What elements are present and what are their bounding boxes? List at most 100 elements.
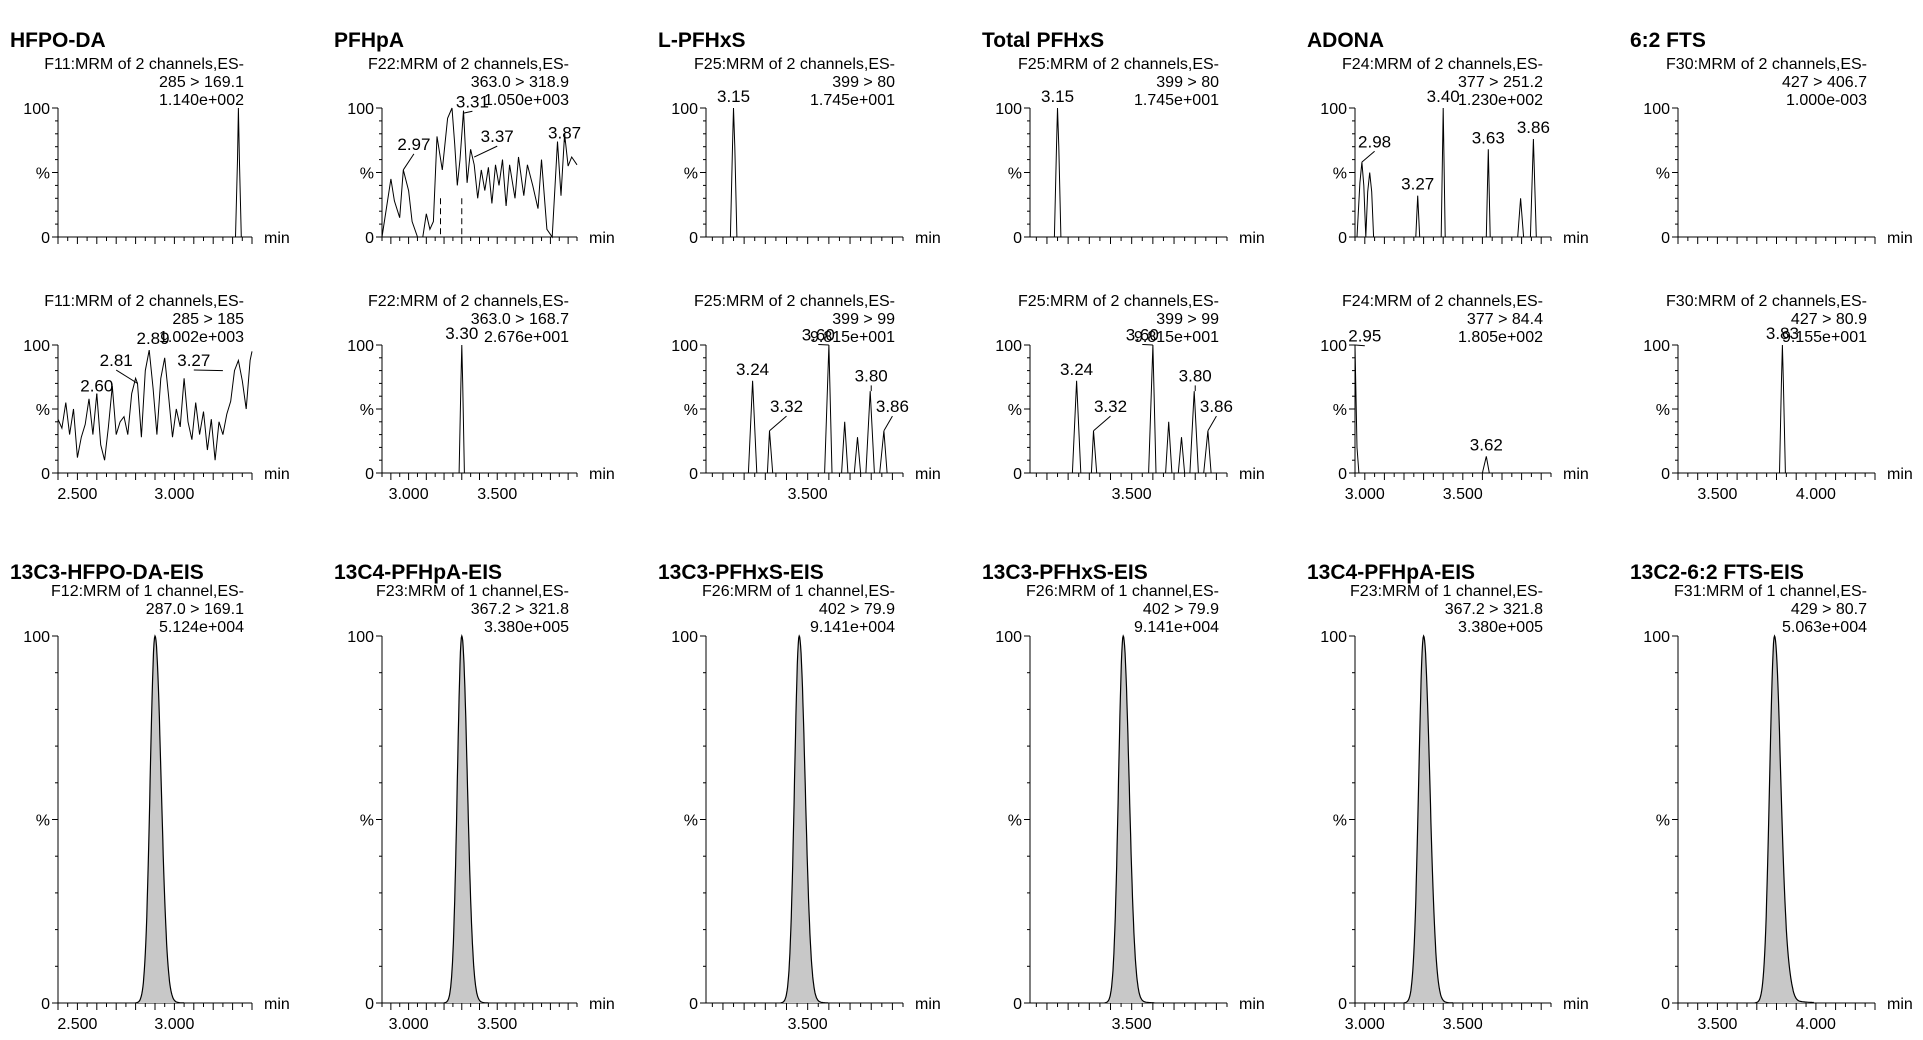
x-tick-label: 3.000 [1345, 1016, 1385, 1033]
y-label-100: 100 [995, 338, 1022, 355]
y-label-percent: % [36, 813, 50, 830]
peak-label: 3.32 [770, 397, 803, 416]
x-tick-label: 3.500 [1112, 1016, 1152, 1033]
chromatogram-panel: HFPO-DA F11:MRM of 2 channels,ES-285 > 16… [10, 29, 290, 247]
intensity-label: 1.805e+002 [1458, 329, 1543, 346]
intensity-label: 9.815e+001 [1134, 329, 1219, 346]
transition-label: 399 > 99 [832, 311, 895, 328]
x-unit-label: min [1563, 466, 1589, 483]
y-label-100: 100 [1320, 629, 1347, 646]
intensity-label: 1.745e+001 [810, 92, 895, 109]
channel-label: F31:MRM of 1 channel,ES- [1674, 583, 1867, 600]
x-unit-label: min [915, 466, 941, 483]
channel-label: F26:MRM of 1 channel,ES- [702, 583, 895, 600]
y-label-100: 100 [347, 338, 374, 355]
x-tick-label: 2.500 [57, 1016, 97, 1033]
panel-title: L-PFHxS [658, 29, 746, 52]
channel-label: F22:MRM of 2 channels,ES- [368, 293, 569, 310]
y-label-100: 100 [1643, 629, 1670, 646]
x-unit-label: min [1239, 996, 1265, 1013]
transition-label: 377 > 251.2 [1458, 74, 1543, 91]
chromatogram-trace [1104, 634, 1155, 1004]
x-tick-label: 4.000 [1796, 1016, 1836, 1033]
y-label-percent: % [684, 166, 698, 183]
transition-label: 399 > 99 [1156, 311, 1219, 328]
transition-label: 363.0 > 168.7 [471, 311, 569, 328]
chromatogram-trace [1030, 344, 1227, 474]
x-tick-label: 3.000 [154, 486, 194, 503]
channel-label: F11:MRM of 2 channels,ES- [44, 293, 244, 310]
y-label-100: 100 [671, 101, 698, 118]
chromatogram-trace [382, 344, 577, 474]
transition-label: 377 > 84.4 [1467, 311, 1543, 328]
chromatogram-panel: F25:MRM of 2 channels,ES-399 > 999.815e+… [671, 293, 940, 503]
y-label-0: 0 [365, 996, 374, 1013]
chromatogram-panel: F30:MRM of 2 channels,ES-427 > 80.99.155… [1643, 293, 1912, 503]
peak-area-fill [444, 636, 489, 1003]
y-label-percent: % [1656, 402, 1670, 419]
transition-label: 363.0 > 318.9 [471, 74, 569, 91]
intensity-label: 1.000e-003 [1786, 92, 1867, 109]
chromatogram-trace [57, 350, 253, 461]
channel-label: F24:MRM of 2 channels,ES- [1342, 56, 1543, 73]
peak-label: 3.31 [456, 92, 489, 111]
y-label-100: 100 [23, 629, 50, 646]
x-tick-label: 3.500 [477, 1016, 517, 1033]
channel-label: F23:MRM of 1 channel,ES- [1350, 583, 1543, 600]
chromatogram-trace [135, 634, 185, 1004]
x-unit-label: min [589, 996, 615, 1013]
x-unit-label: min [1239, 466, 1265, 483]
x-unit-label: min [915, 230, 941, 247]
peak-label: 3.63 [1472, 128, 1505, 147]
peak-leader-line [769, 415, 787, 432]
chromatogram-trace [1030, 107, 1227, 238]
peak-label: 3.37 [481, 127, 514, 146]
intensity-label: 2.676e+001 [484, 329, 569, 346]
chromatogram-panel: F25:MRM of 2 channels,ES-399 > 999.815e+… [995, 293, 1264, 503]
panel-title: 13C3-HFPO-DA-EIS [10, 561, 204, 584]
chromatogram-panel: F24:MRM of 2 channels,ES-377 > 84.41.805… [1320, 293, 1588, 503]
y-label-100: 100 [23, 338, 50, 355]
intensity-label: 5.063e+004 [1782, 619, 1867, 636]
y-label-100: 100 [23, 101, 50, 118]
x-unit-label: min [1239, 230, 1265, 247]
y-label-0: 0 [1661, 996, 1670, 1013]
peak-area-fill [1404, 636, 1453, 1003]
transition-label: 285 > 185 [172, 311, 244, 328]
chromatogram-panel: F22:MRM of 2 channels,ES-363.0 > 168.72.… [347, 293, 614, 503]
peak-label: 3.83 [1766, 324, 1799, 343]
y-label-percent: % [36, 166, 50, 183]
panel-title: HFPO-DA [10, 29, 106, 52]
transition-label: 429 > 80.7 [1791, 601, 1867, 618]
y-label-percent: % [684, 813, 698, 830]
peak-label: 3.15 [717, 87, 750, 106]
channel-label: F25:MRM of 2 channels,ES- [1018, 56, 1219, 73]
chromatogram-trace [1678, 344, 1875, 474]
transition-label: 402 > 79.9 [1143, 601, 1219, 618]
x-unit-label: min [1563, 230, 1589, 247]
y-label-0: 0 [1338, 466, 1347, 483]
y-label-0: 0 [1338, 996, 1347, 1013]
peak-leader-line [473, 145, 498, 158]
peak-label: 3.80 [1179, 366, 1212, 385]
transition-label: 427 > 80.9 [1791, 311, 1867, 328]
channel-label: F25:MRM of 2 channels,ES- [1018, 293, 1219, 310]
y-label-0: 0 [365, 230, 374, 247]
y-label-percent: % [1333, 402, 1347, 419]
y-label-0: 0 [689, 230, 698, 247]
y-label-0: 0 [1013, 996, 1022, 1013]
x-unit-label: min [264, 466, 290, 483]
intensity-label: 9.141e+004 [810, 619, 895, 636]
panel-title: Total PFHxS [982, 29, 1104, 52]
panel-title: 13C3-PFHxS-EIS [982, 561, 1148, 584]
peak-label: 3.60 [1126, 325, 1159, 344]
intensity-label: 1.050e+003 [484, 92, 569, 109]
chromatogram-trace [381, 107, 578, 239]
chromatogram-trace [58, 107, 252, 238]
channel-label: F30:MRM of 2 channels,ES- [1666, 56, 1867, 73]
peak-label: 2.60 [80, 377, 113, 396]
y-label-0: 0 [689, 996, 698, 1013]
